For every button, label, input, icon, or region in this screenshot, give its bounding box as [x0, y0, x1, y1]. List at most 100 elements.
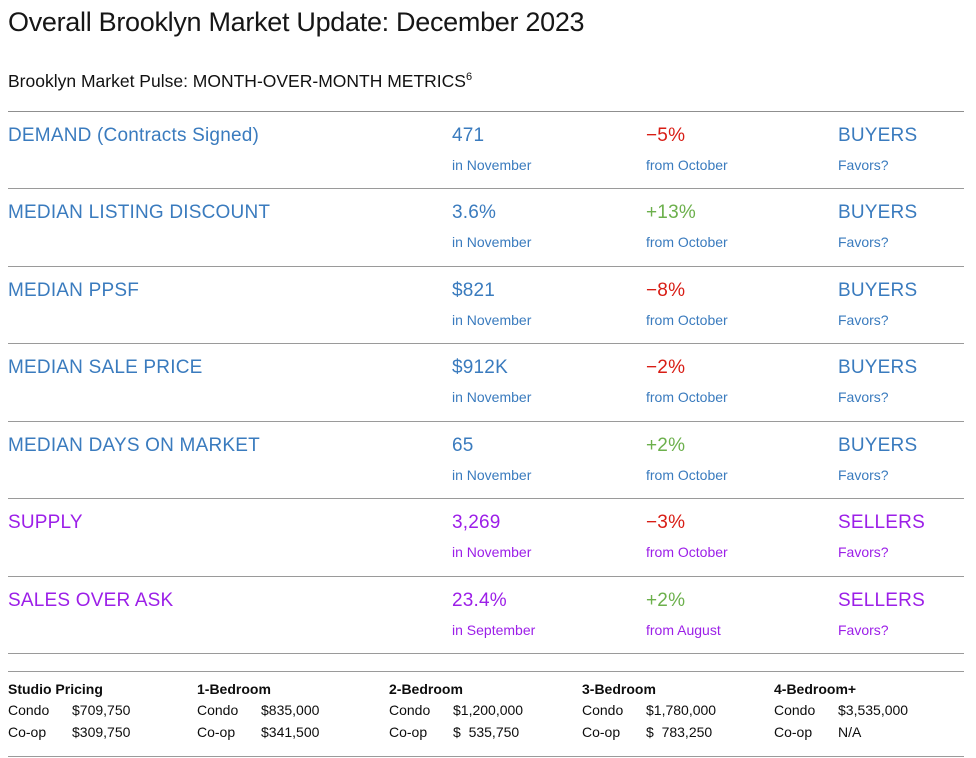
metric-change: +2% [646, 589, 686, 611]
page-content: Overall Brooklyn Market Update: December… [8, 6, 964, 758]
metric-change: +13% [646, 202, 696, 224]
metric-value: 471 [452, 124, 485, 146]
pricing-unit-type: Co-op [774, 724, 813, 741]
metric-favors: SELLERS [838, 589, 925, 611]
metric-row-median-sale-price: MEDIAN SALE PRICE $912K in November −2% … [8, 344, 964, 422]
metric-favors-label: Favors? [838, 234, 889, 251]
metric-label: SALES OVER ASK [8, 589, 174, 611]
metric-change-period: from October [646, 311, 728, 328]
metric-label-cell: SALES OVER ASK [8, 590, 452, 654]
metric-favors-cell: BUYERS Favors? [838, 357, 964, 421]
metric-value: 3,269 [452, 512, 501, 534]
metric-value-period: in November [452, 311, 532, 328]
metric-favors-label: Favors? [838, 621, 889, 638]
metric-label-cell: MEDIAN LISTING DISCOUNT [8, 202, 452, 266]
metric-change: −2% [646, 357, 686, 379]
pricing-row-condo: Condo $3,535,000 [774, 699, 964, 721]
pricing-row-coop: Co-op $341,500 [197, 721, 389, 743]
metric-favors-cell: SELLERS Favors? [838, 512, 964, 576]
metric-row-median-ppsf: MEDIAN PPSF $821 in November −8% from Oc… [8, 267, 964, 345]
pricing-unit-type: Condo [582, 702, 624, 719]
metric-favors-cell: SELLERS Favors? [838, 590, 964, 654]
metric-change-period: from August [646, 621, 721, 638]
section-subtitle-text: Brooklyn Market Pulse: MONTH-OVER-MONTH … [8, 70, 466, 91]
page-title: Overall Brooklyn Market Update: December… [8, 7, 585, 37]
pricing-unit-type: Condo [389, 702, 431, 719]
metric-favors: BUYERS [838, 202, 918, 224]
metric-label-cell: MEDIAN PPSF [8, 280, 452, 344]
metric-favors: BUYERS [838, 124, 918, 146]
metric-label: SUPPLY [8, 512, 83, 534]
metric-change-period: from October [646, 156, 728, 173]
metric-value-period: in November [452, 389, 532, 406]
metric-favors-label: Favors? [838, 466, 889, 483]
pricing-unit-type: Co-op [389, 724, 428, 741]
footnote-superscript: 6 [465, 71, 473, 83]
pricing-row-coop: Co-op $ 535,750 [389, 721, 582, 743]
metric-change: −8% [646, 279, 686, 301]
metric-label: DEMAND (Contracts Signed) [8, 124, 260, 146]
metric-row-days-on-market: MEDIAN DAYS ON MARKET 65 in November +2%… [8, 422, 964, 500]
metric-change-cell: −5% from October [646, 125, 838, 189]
metric-value-cell: 65 in November [452, 435, 646, 499]
pricing-value: $709,750 [72, 702, 131, 719]
pricing-value: $1,200,000 [453, 702, 524, 719]
metric-value-period: in November [452, 156, 532, 173]
metric-value-period: in November [452, 544, 532, 561]
pricing-value: $ 783,250 [646, 724, 713, 741]
pricing-value: $309,750 [72, 724, 131, 741]
pricing-row-condo: Condo $1,200,000 [389, 699, 582, 721]
pricing-unit-type: Condo [8, 702, 50, 719]
metric-row-demand: DEMAND (Contracts Signed) 471 in Novembe… [8, 112, 964, 190]
metric-label: MEDIAN SALE PRICE [8, 357, 203, 379]
pricing-column-3br: 3-Bedroom Condo $1,780,000 Co-op $ 783,2… [582, 679, 774, 756]
pricing-value: $3,535,000 [838, 702, 909, 719]
pricing-row-coop: Co-op N/A [774, 721, 964, 743]
metric-value-cell: 471 in November [452, 125, 646, 189]
metric-change: +2% [646, 434, 686, 456]
pricing-value: N/A [838, 724, 862, 741]
pricing-header: 2-Bedroom [389, 681, 463, 698]
metric-change-cell: −3% from October [646, 512, 838, 576]
metric-value-cell: $912K in November [452, 357, 646, 421]
pricing-column-studio: Studio Pricing Condo $709,750 Co-op $309… [8, 679, 197, 756]
metric-favors-cell: BUYERS Favors? [838, 435, 964, 499]
pricing-row-coop: Co-op $ 783,250 [582, 721, 774, 743]
metric-change-cell: +2% from August [646, 590, 838, 654]
metric-value-cell: $821 in November [452, 280, 646, 344]
pricing-row-condo: Condo $835,000 [197, 699, 389, 721]
metric-value: $912K [452, 357, 508, 379]
metric-change-period: from October [646, 544, 728, 561]
pricing-unit-type: Condo [197, 702, 239, 719]
metric-row-listing-discount: MEDIAN LISTING DISCOUNT 3.6% in November… [8, 189, 964, 267]
metric-value-period: in November [452, 466, 532, 483]
metric-label: MEDIAN LISTING DISCOUNT [8, 202, 271, 224]
pricing-header: 4-Bedroom+ [774, 681, 857, 698]
metric-label-cell: MEDIAN DAYS ON MARKET [8, 435, 452, 499]
pricing-row-coop: Co-op $309,750 [8, 721, 197, 743]
metric-value-cell: 3,269 in November [452, 512, 646, 576]
metric-change-cell: +13% from October [646, 202, 838, 266]
pricing-unit-type: Condo [774, 702, 816, 719]
metric-favors: BUYERS [838, 357, 918, 379]
pricing-header: 1-Bedroom [197, 681, 271, 698]
pricing-column-2br: 2-Bedroom Condo $1,200,000 Co-op $ 535,7… [389, 679, 582, 756]
metric-change-cell: +2% from October [646, 435, 838, 499]
metric-value-period: in November [452, 234, 532, 251]
metric-value: $821 [452, 279, 496, 301]
metrics-table: DEMAND (Contracts Signed) 471 in Novembe… [8, 110, 964, 655]
pricing-column-1br: 1-Bedroom Condo $835,000 Co-op $341,500 [197, 679, 389, 756]
metric-label: MEDIAN DAYS ON MARKET [8, 434, 260, 456]
pricing-header: Studio Pricing [8, 681, 103, 698]
pricing-value: $ 535,750 [453, 724, 520, 741]
pricing-value: $341,500 [261, 724, 320, 741]
metric-label-cell: SUPPLY [8, 512, 452, 576]
metric-value-cell: 3.6% in November [452, 202, 646, 266]
pricing-value: $1,780,000 [646, 702, 717, 719]
metric-change-period: from October [646, 389, 728, 406]
pricing-header: 3-Bedroom [582, 681, 656, 698]
metric-favors-label: Favors? [838, 389, 889, 406]
metric-change-cell: −2% from October [646, 357, 838, 421]
metric-change: −5% [646, 124, 686, 146]
